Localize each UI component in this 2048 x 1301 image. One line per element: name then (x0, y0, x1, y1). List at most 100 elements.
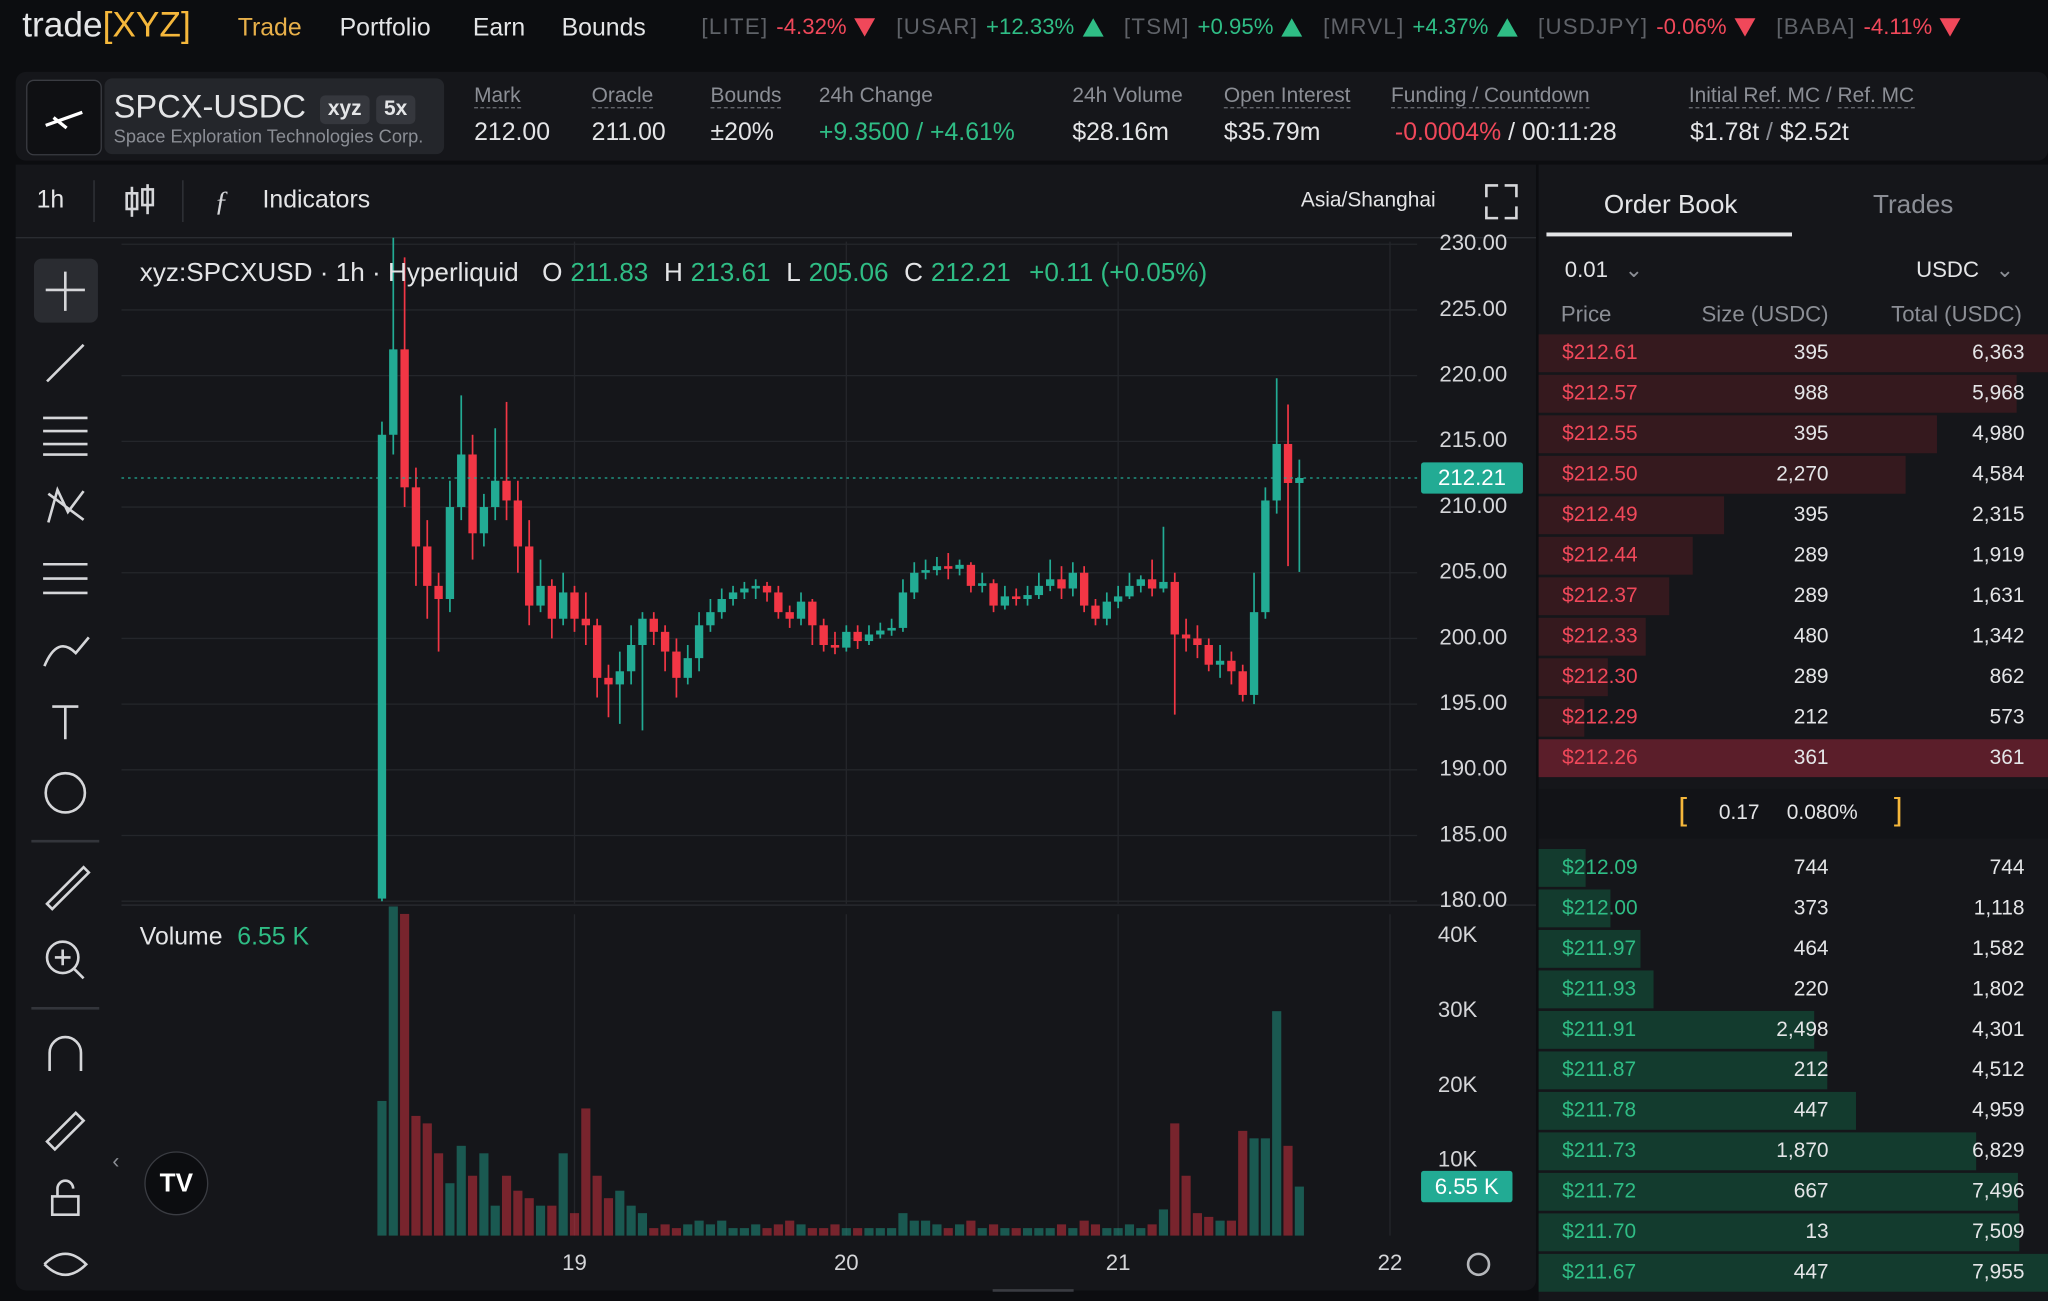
pattern-tool[interactable] (47, 486, 85, 523)
text-tool[interactable] (52, 705, 79, 740)
volume-bar (479, 1153, 489, 1236)
ticker-arrow (1281, 18, 1303, 37)
volume-bar (558, 1153, 568, 1236)
ruler-tool[interactable] (45, 865, 91, 911)
lock-draw-tool[interactable] (45, 1110, 86, 1152)
candle-body (717, 599, 726, 613)
candle-body (502, 480, 511, 501)
fx-icon[interactable]: ƒ (214, 185, 228, 217)
orderbook-row[interactable]: $212.29 212 573 (1538, 698, 2048, 737)
volume-bar (977, 1228, 987, 1236)
tick-size-select[interactable]: 0.01 ⌄ (1564, 257, 1644, 283)
ticker[interactable]: [TSM] +0.95% (1123, 14, 1303, 40)
zoom-tool[interactable] (45, 940, 80, 975)
orderbook-row[interactable]: $212.50 2,270 4,584 (1538, 455, 2048, 494)
orderbook-row[interactable]: $212.26 361 361 (1538, 739, 2048, 778)
nav-item[interactable]: Earn (472, 14, 526, 42)
lock-tool[interactable] (50, 1195, 80, 1216)
orderbook-row[interactable]: $211.91 2,498 4,301 (1538, 1010, 2048, 1049)
fib-tool[interactable] (43, 416, 88, 456)
orderbook-row[interactable]: $211.73 1,870 6,829 (1538, 1132, 2048, 1171)
orderbook-row[interactable]: $212.30 289 862 (1538, 658, 2048, 697)
unit-select[interactable]: USDC ⌄ (1916, 257, 2015, 283)
bracket: [ (1678, 792, 1688, 829)
depth-bar (1538, 455, 1906, 494)
size: 1,870 (1776, 1140, 1829, 1163)
volume-bar (1272, 1011, 1282, 1236)
price: $211.72 (1562, 1180, 1637, 1203)
y-tick-label: 215.00 (1439, 427, 1507, 452)
timezone[interactable]: Asia/Shanghai (1300, 189, 1436, 212)
price: $212.26 (1562, 747, 1638, 770)
interval[interactable]: 1h (36, 186, 65, 215)
legend: xyz:SPCXUSD · 1h · Hyperliquid O 211.83 H 2… (140, 259, 1207, 289)
candle-body (558, 592, 568, 619)
nav-item[interactable]: Trade (237, 14, 302, 42)
depth-bar (1538, 848, 1587, 887)
volume-bar (377, 1100, 387, 1236)
ticker-change: -4.11% (1863, 14, 1933, 40)
ticker-symbol: [TSM] (1123, 14, 1190, 40)
price: $211.91 (1562, 1018, 1637, 1041)
depth-bar (1538, 1213, 2020, 1252)
ticker-arrow (1496, 18, 1518, 37)
orderbook-row[interactable]: $211.87 212 4,512 (1538, 1051, 2048, 1090)
orderbook-row[interactable]: $212.49 395 2,315 (1538, 496, 2048, 535)
total: 1,118 (1973, 897, 2025, 920)
projection-tool[interactable] (43, 562, 88, 595)
candle-body (853, 631, 862, 642)
emoji-tool[interactable] (44, 771, 87, 814)
orderbook-row[interactable]: $212.33 480 1,342 (1538, 617, 2048, 656)
orderbook-row[interactable]: $211.70 13 7,509 (1538, 1213, 2048, 1252)
orderbook-row[interactable]: $212.00 373 1,118 (1538, 889, 2048, 928)
orderbook-row[interactable]: $212.61 395 6,363 (1538, 334, 2048, 373)
orderbook-row[interactable]: $212.55 395 4,980 (1538, 415, 2048, 454)
price: $212.33 (1562, 625, 1638, 648)
spread-row (1538, 788, 2048, 839)
visibility-tool[interactable] (43, 1252, 89, 1277)
orderbook-row[interactable]: $211.97 464 1,582 (1538, 929, 2048, 968)
volume-tick-label: 30K (1438, 997, 1478, 1022)
trend-line-tool[interactable] (46, 343, 85, 383)
crosshair-tool[interactable] (45, 271, 85, 311)
orderbook-row[interactable]: $212.57 988 5,968 (1538, 374, 2048, 413)
volume-bar (875, 1228, 885, 1236)
indicators-button[interactable]: Indicators (262, 186, 371, 215)
volume-tag (1421, 1170, 1513, 1203)
ticker[interactable]: [USDJPY] -0.06% (1538, 14, 1756, 40)
ticker[interactable]: [USAR] +12.33% (896, 14, 1104, 40)
ticker[interactable]: [MRVL] +4.37% (1323, 14, 1518, 40)
orderbook-row[interactable]: $211.72 667 7,496 (1538, 1172, 2048, 1211)
x-tick-label: 20 (834, 1250, 859, 1275)
orderbook-row[interactable]: $212.44 289 1,919 (1538, 536, 2048, 575)
nav-item[interactable]: Portfolio (339, 14, 431, 42)
tab[interactable]: Trades (1872, 190, 1954, 220)
orderbook-row[interactable]: $211.67 447 7,955 (1538, 1253, 2048, 1292)
candle-icon[interactable] (125, 184, 155, 217)
volume-bar (626, 1205, 636, 1236)
candle-body (615, 671, 624, 685)
price: $211.87 (1562, 1059, 1637, 1082)
ticker[interactable]: [BABA] -4.11% (1776, 14, 1961, 40)
nav-item[interactable]: Bounds (561, 14, 646, 42)
fullscreen-icon[interactable] (1485, 184, 1518, 220)
volume-bar (785, 1220, 795, 1236)
orderbook-row[interactable]: $212.09 744 744 (1538, 848, 2048, 887)
stat-value: $28.16m (1072, 118, 1169, 147)
collapse-button[interactable]: ‹ (112, 1150, 119, 1173)
ohlc-value: 211.83 (570, 258, 649, 288)
brush-tool[interactable] (43, 636, 90, 667)
candle-body (910, 572, 919, 593)
magnet-tool[interactable] (48, 1035, 83, 1072)
orderbook-row[interactable]: $212.37 289 1,631 (1538, 577, 2048, 616)
orderbook-row[interactable]: $211.93 220 1,802 (1538, 970, 2048, 1009)
ticker[interactable]: [LITE] -4.32% (701, 14, 876, 40)
volume-bar (1158, 1209, 1169, 1236)
ticker-change: -4.32% (776, 14, 847, 40)
volume-tick-label: 10K (1438, 1147, 1478, 1172)
logo[interactable]: trade[XYZ] (22, 5, 191, 45)
orderbook-row[interactable]: $211.78 447 4,959 (1538, 1091, 2048, 1130)
tab[interactable]: Order Book (1603, 190, 1738, 220)
settings-icon[interactable] (1466, 1252, 1491, 1277)
